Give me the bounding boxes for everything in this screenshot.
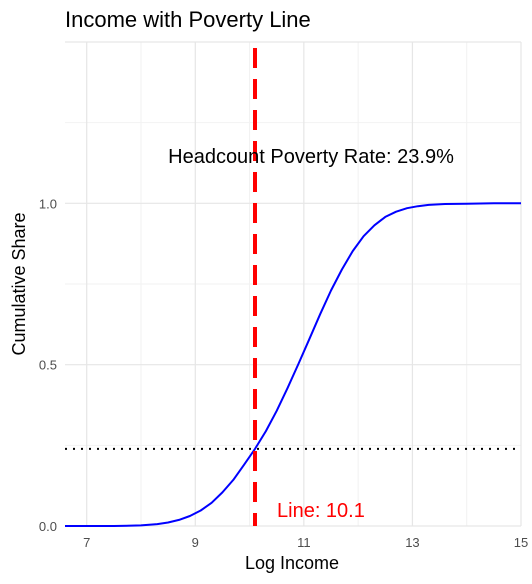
- x-tick-label: 7: [83, 535, 90, 550]
- poverty-rate-annotation: Headcount Poverty Rate: 23.9%: [168, 146, 454, 168]
- y-tick-label: 1.0: [39, 196, 57, 211]
- grid-lines: [65, 41, 522, 527]
- series-layer: [65, 202, 521, 527]
- y-tick-label: 0.0: [39, 519, 57, 534]
- x-tick-label: 9: [192, 535, 199, 550]
- poverty-line-label: Line: 10.1: [277, 500, 365, 522]
- axis-ticks: 7 9 11 13 15 0.0 0.5 1.0: [39, 196, 528, 550]
- x-tick-label: 15: [514, 535, 528, 550]
- y-tick-label: 0.5: [39, 358, 57, 373]
- x-tick-label: 11: [297, 535, 311, 550]
- cumulative-share-line: [65, 202, 521, 527]
- y-axis-title: Cumulative Share: [9, 212, 29, 355]
- chart-title: Income with Poverty Line: [65, 7, 311, 32]
- x-axis-title: Log Income: [245, 553, 339, 573]
- x-tick-label: 13: [405, 535, 419, 550]
